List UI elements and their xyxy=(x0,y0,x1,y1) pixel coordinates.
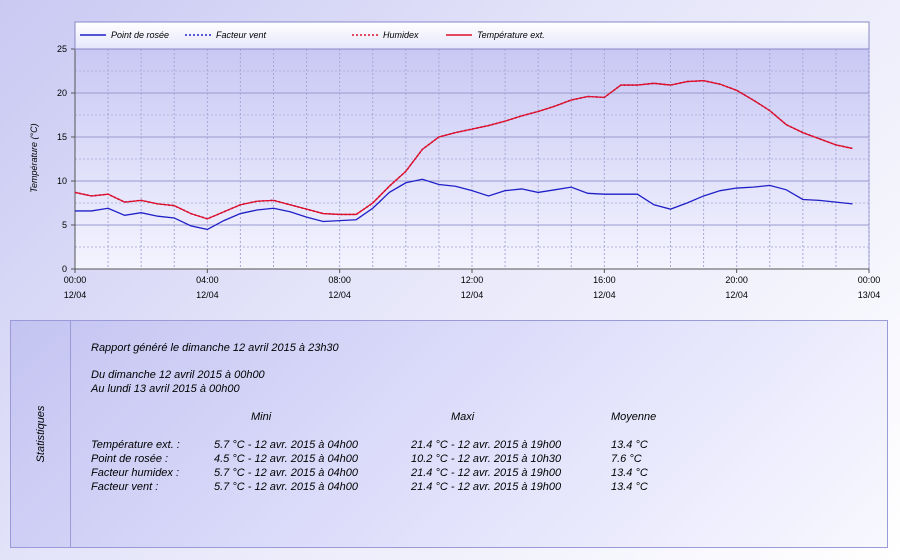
y-tick-label: 10 xyxy=(57,176,67,186)
y-tick-label: 0 xyxy=(62,264,67,274)
row-moyenne: 13.4 °C xyxy=(611,439,648,451)
from-line: Du dimanche 12 avril 2015 à 00h00 xyxy=(91,369,265,381)
row-maxi: 21.4 °C - 12 avr. 2015 à 19h00 xyxy=(411,439,562,451)
y-tick-label: 25 xyxy=(57,44,67,54)
row-maxi: 21.4 °C - 12 avr. 2015 à 19h00 xyxy=(411,467,562,479)
chart-svg: 0 5 10 15 20 25 00:00 12/04 04:00 12/04 08:00 12/04… xyxy=(29,21,880,300)
row-maxi: 10.2 °C - 12 avr. 2015 à 10h30 xyxy=(411,453,562,465)
to-line: Au lundi 13 avril 2015 à 00h00 xyxy=(91,383,240,395)
x-tick-label: 16:00 xyxy=(593,275,616,285)
row-moyenne: 13.4 °C xyxy=(611,467,648,479)
legend-item-label: Température ext. xyxy=(477,30,545,40)
row-moyenne: 7.6 °C xyxy=(611,453,642,465)
row-mini: 5.7 °C - 12 avr. 2015 à 04h00 xyxy=(214,467,359,479)
header-mini: Mini xyxy=(251,411,272,423)
x-tick-date-label: 12/04 xyxy=(328,290,351,300)
x-tick-date-label: 13/04 xyxy=(858,290,881,300)
stats-side-label: Statistiques xyxy=(35,405,47,463)
stats-panel: Statistiques Rapport généré le dimanche … xyxy=(10,320,888,548)
x-tick-label: 04:00 xyxy=(196,275,219,285)
y-tick-label: 20 xyxy=(57,88,67,98)
x-tick-label: 12:00 xyxy=(461,275,484,285)
temperature-chart: 0 5 10 15 20 25 00:00 12/04 04:00 12/04 08:00 12/04… xyxy=(29,21,880,300)
x-tick-date-label: 12/04 xyxy=(461,290,484,300)
stats-sidebar: Statistiques xyxy=(11,321,71,547)
legend-item-label: Point de rosée xyxy=(111,30,169,40)
x-tick-label: 08:00 xyxy=(328,275,351,285)
row-maxi: 21.4 °C - 12 avr. 2015 à 19h00 xyxy=(411,481,562,493)
chart-lines xyxy=(74,79,853,231)
row-label: Facteur humidex : xyxy=(91,467,180,479)
row-mini: 4.5 °C - 12 avr. 2015 à 04h00 xyxy=(214,453,359,465)
header-maxi: Maxi xyxy=(451,411,475,423)
x-tick-date-label: 12/04 xyxy=(64,290,87,300)
chart-axes: 0 5 10 15 20 25 00:00 12/04 04:00 12/04 08:00 12/04… xyxy=(57,44,880,300)
row-mini: 5.7 °C - 12 avr. 2015 à 04h00 xyxy=(214,439,359,451)
y-axis-label: Température (°C) xyxy=(29,123,39,192)
x-tick-date-label: 12/04 xyxy=(196,290,219,300)
row-moyenne: 13.4 °C xyxy=(611,481,648,493)
legend-box xyxy=(74,21,870,50)
series-line xyxy=(74,80,853,220)
row-mini: 5.7 °C - 12 avr. 2015 à 04h00 xyxy=(214,481,359,493)
header-moyenne: Moyenne xyxy=(611,411,657,423)
legend-item-label: Facteur vent xyxy=(216,30,267,40)
y-tick-label: 15 xyxy=(57,132,67,142)
x-tick-label: 00:00 xyxy=(64,275,87,285)
legend-item-label: Humidex xyxy=(383,30,419,40)
report-line: Rapport généré le dimanche 12 avril 2015… xyxy=(91,342,339,354)
chart-legend: Point de rosée Facteur vent Humidex Tempéra… xyxy=(74,21,870,50)
y-tick-label: 5 xyxy=(62,220,67,230)
x-tick-label: 00:00 xyxy=(858,275,881,285)
x-tick-date-label: 12/04 xyxy=(725,290,748,300)
x-tick-label: 20:00 xyxy=(725,275,748,285)
row-label: Facteur vent : xyxy=(91,481,159,493)
row-label: Température ext. : xyxy=(91,439,180,451)
row-label: Point de rosée : xyxy=(91,453,169,465)
x-tick-date-label: 12/04 xyxy=(593,290,616,300)
series-line xyxy=(75,178,853,231)
